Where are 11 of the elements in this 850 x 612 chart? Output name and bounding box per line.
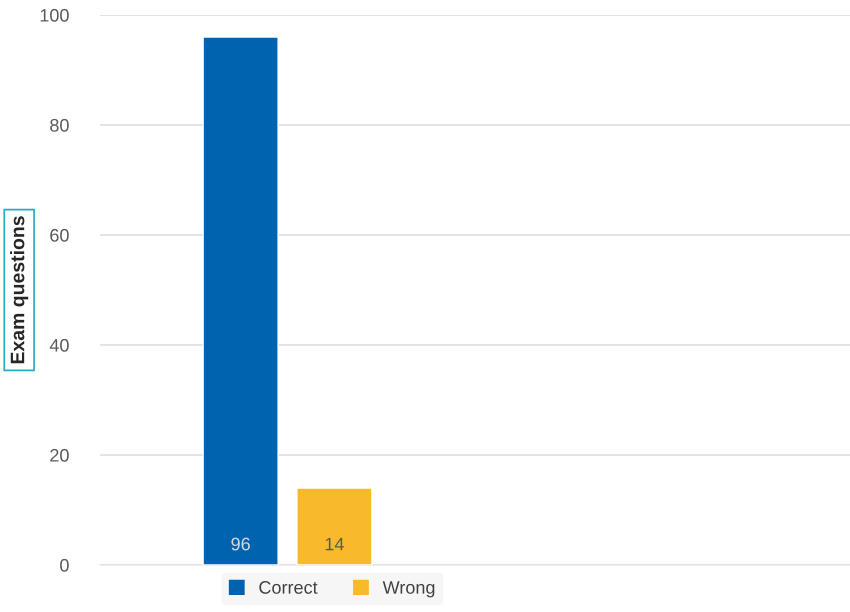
y-tick-label: 100 <box>40 8 69 22</box>
legend-label: Correct <box>259 581 318 594</box>
data-label: 14 <box>326 538 344 550</box>
y-tick-label: 20 <box>50 448 69 462</box>
y-tick-label: 80 <box>50 118 69 132</box>
y-tick-label: 0 <box>60 558 69 572</box>
data-label: 96 <box>231 538 250 550</box>
y-tick-label: 40 <box>50 338 69 352</box>
y-axis-title: Exam questions <box>10 216 28 364</box>
legend-label: Wrong <box>382 581 434 598</box>
y-tick-label: 60 <box>50 228 69 242</box>
